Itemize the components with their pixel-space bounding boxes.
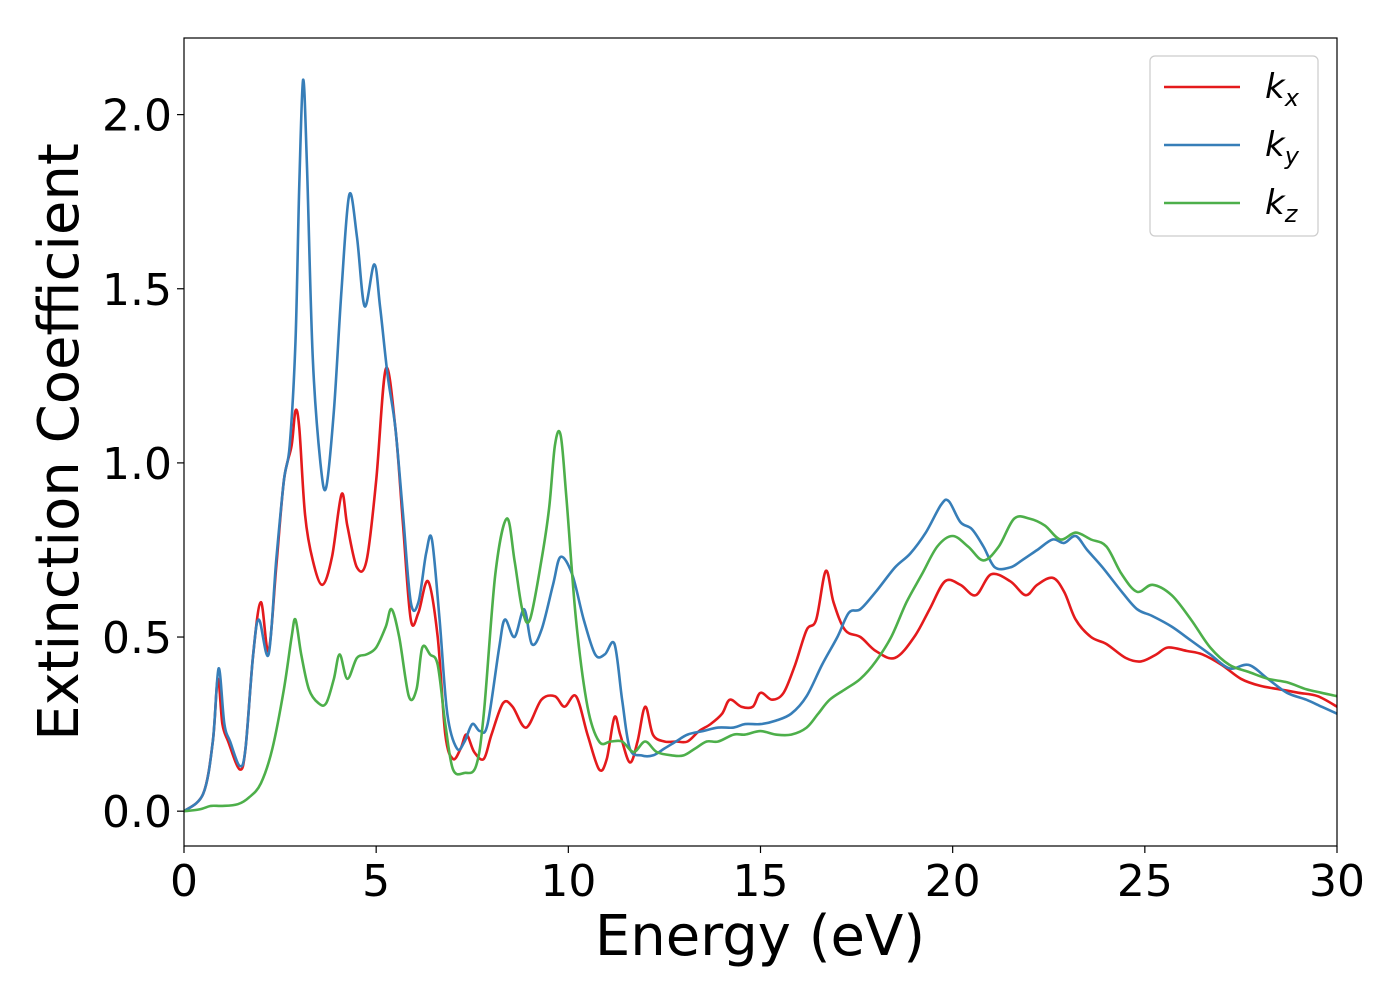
y-tick-label: 0.5 [102,613,172,664]
x-axis: 0 5 10 15 20 25 30 [170,846,1365,907]
x-tick-label: 0 [170,856,198,907]
x-tick-label: 25 [1117,856,1173,907]
x-tick-label: 30 [1309,856,1365,907]
legend-label-kx: kx [1265,67,1300,112]
series-layer [184,78,1337,813]
y-tick-label: 2.0 [102,91,172,142]
series-line-ky [184,78,1337,813]
x-axis-title: Energy (eV) [595,904,925,969]
x-tick-label: 5 [362,856,390,907]
series-line-kz [184,429,1337,813]
y-axis: 0.0 0.5 1.0 1.5 2.0 [102,91,184,838]
x-tick-label: 10 [540,856,596,907]
series-line-kx [184,366,1337,813]
y-tick-label: 1.5 [102,265,172,316]
y-axis-title: Extinction Coefficient [27,143,92,741]
x-tick-label: 20 [925,856,981,907]
x-tick-label: 15 [733,856,789,907]
legend: kx ky kz [1149,55,1319,237]
legend-label-kz: kz [1265,183,1299,228]
legend-label-ky: ky [1265,125,1300,170]
y-tick-label: 1.0 [102,439,172,490]
y-tick-label: 0.0 [102,787,172,838]
